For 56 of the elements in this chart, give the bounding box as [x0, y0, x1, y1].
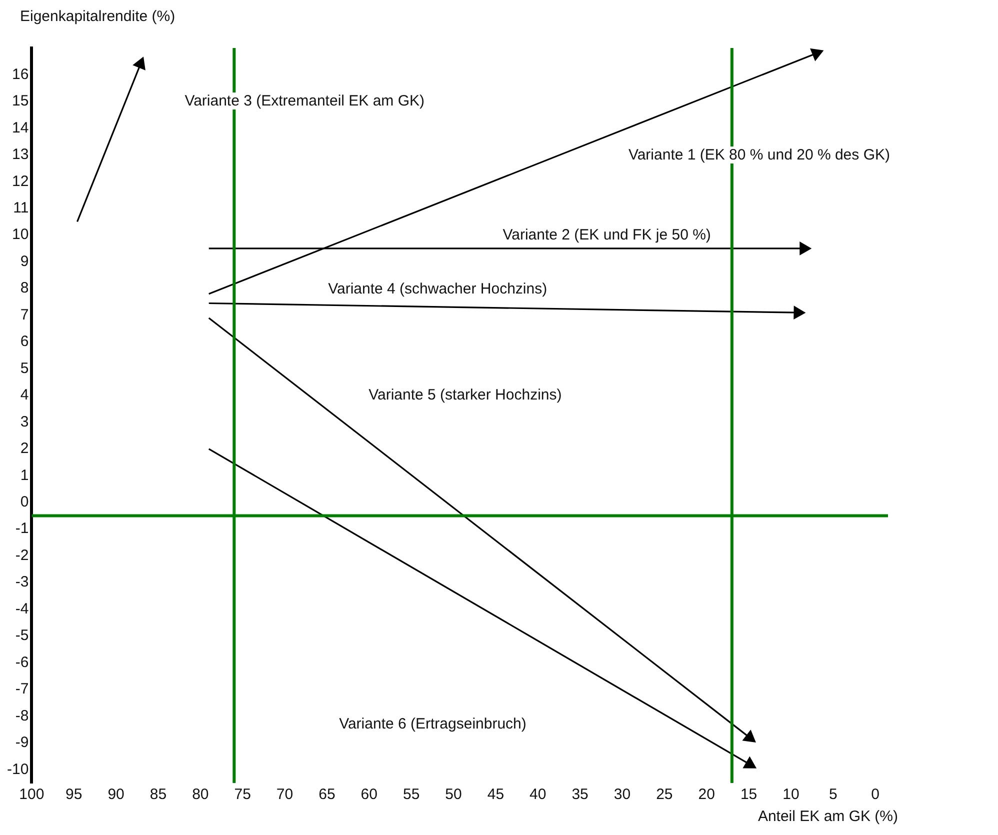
y-tick-label: 2 [20, 440, 29, 458]
y-tick-label: 14 [12, 119, 29, 136]
y-tick-label: -7 [15, 680, 29, 698]
y-tick-label: 5 [20, 360, 29, 377]
x-tick-label: 90 [108, 786, 124, 804]
annotation: Variante 4 (schwacher Hochzins) [326, 280, 550, 298]
y-tick-label: -8 [15, 707, 29, 724]
y-tick-label: 13 [12, 146, 29, 164]
x-tick-label: 50 [445, 786, 462, 804]
y-tick-label: -9 [15, 734, 29, 752]
y-tick-label: 1 [20, 466, 29, 484]
x-tick-label: 100 [19, 786, 44, 804]
y-tick-label: -4 [15, 600, 29, 618]
y-tick-label: -6 [15, 654, 29, 671]
y-tick-label: 12 [12, 172, 29, 190]
annotation: Variante 1 (EK 80 % und 20 % des GK) [626, 146, 892, 164]
annotation: Variante 3 (Extremanteil EK am GK) [182, 92, 426, 110]
x-tick-label: 55 [402, 786, 420, 804]
x-axis-title: Anteil EK am GK (%) [758, 808, 898, 825]
y-tick-label: 9 [20, 252, 29, 270]
x-tick-label: 25 [656, 786, 673, 804]
y-tick-label: 10 [12, 226, 29, 244]
x-tick-label: 30 [614, 786, 631, 804]
x-tick-label: 85 [150, 786, 167, 804]
x-tick-label: 35 [572, 786, 588, 804]
x-tick-label: 70 [276, 786, 294, 804]
y-tick-label: 7 [20, 306, 29, 324]
annotation: Variante 6 (Ertragseinbruch) [337, 716, 528, 733]
x-tick-label: 20 [698, 786, 715, 804]
x-tick-label: 80 [192, 786, 209, 804]
y-tick-label: 8 [20, 280, 29, 297]
x-tick-label: 0 [871, 786, 880, 804]
y-tick-label: -1 [15, 520, 29, 538]
x-tick-label: 45 [487, 786, 504, 804]
y-tick-label: 0 [20, 494, 29, 511]
x-tick-label: 5 [828, 786, 838, 804]
y-tick-label: 4 [20, 386, 29, 404]
y-tick-label: 16 [12, 66, 29, 83]
y-tick-label: -10 [6, 760, 29, 778]
y-tick-label: 11 [13, 200, 29, 217]
y-tick-label: -3 [15, 574, 29, 591]
x-tick-label: 10 [782, 786, 800, 804]
x-tick-label: 40 [530, 786, 546, 804]
y-tick-label: -2 [15, 546, 29, 564]
x-tick-label: 75 [234, 786, 251, 804]
annotation: Variante 5 (starker Hochzins) [366, 386, 564, 404]
y-tick-label: 6 [20, 333, 29, 350]
x-tick-label: 95 [66, 786, 82, 804]
y-tick-label: 15 [12, 92, 29, 110]
x-tick-label: 15 [740, 786, 758, 804]
x-tick-label: 60 [360, 786, 378, 804]
y-axis-title: Eigenkapitalrendite (%) [20, 8, 176, 25]
y-tick-label: -5 [15, 627, 29, 644]
annotation: Variante 2 (EK und FK je 50 %) [500, 226, 713, 244]
x-tick-label: 65 [318, 786, 336, 804]
y-tick-label: 3 [20, 413, 29, 430]
